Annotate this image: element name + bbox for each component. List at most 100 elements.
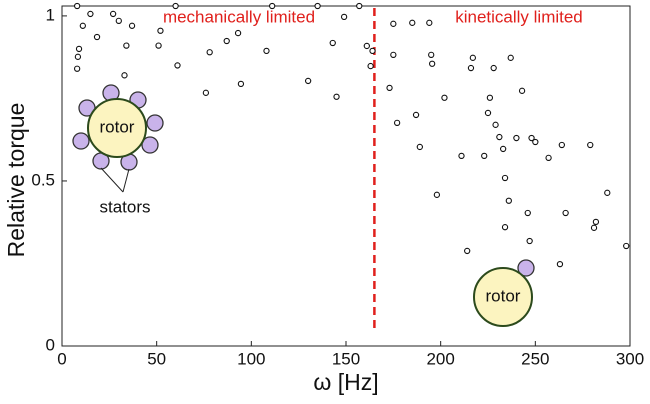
data-point [464,247,471,255]
data-point [490,64,497,72]
data-point [223,37,230,45]
plot-frame [61,5,631,347]
data-point [481,152,488,160]
data-point [206,49,213,56]
x-tick-label: 100 [237,349,265,368]
data-point [340,13,348,21]
x-tick-label: 50 [147,349,166,368]
y-tick-label: 1 [46,5,55,24]
x-tick-label: 250 [521,349,549,368]
data-point [393,119,401,127]
data-point [263,47,270,55]
data-point [526,237,533,245]
data-point [269,2,276,10]
data-point [469,54,477,61]
data-point [556,260,564,268]
rotor [473,267,533,327]
data-point [155,42,162,49]
data-point [484,109,492,117]
data-point [518,87,526,94]
data-point [123,42,130,49]
data-point [428,51,435,59]
data-point [486,94,494,101]
data-point [79,22,86,29]
data-point [545,154,552,161]
rotor-diagram: rotor stators [72,84,164,216]
rotor-label: rotor [100,117,135,136]
data-point [590,224,598,231]
x-tick-label: 200 [426,349,454,368]
stators-label: stators [99,197,150,216]
data-point [87,10,94,18]
data-point [202,89,210,96]
data-point [172,2,179,10]
data-point [426,19,433,26]
data-point [524,209,531,217]
data-point [356,2,363,10]
x-axis-title: ω [Hz] [313,369,378,395]
rotor [87,98,147,158]
data-point [363,42,370,50]
data-point [386,84,393,92]
data-point [441,94,448,101]
data-point [234,29,242,37]
data-point [369,47,376,55]
data-point [157,27,164,34]
data-point [501,224,509,231]
plot-area [61,2,631,347]
x-tick-label: 0 [57,349,66,368]
stator [141,136,159,154]
data-point [75,45,83,53]
x-tick-label: 150 [332,349,360,368]
data-point [174,62,181,69]
y-tick-label: 0 [46,335,55,354]
data-point [458,152,465,160]
pointer [100,167,124,193]
data-point [93,33,101,41]
stator [72,132,90,150]
data-point [390,51,397,59]
data-point [73,65,81,72]
data-point [367,62,374,70]
data-point [333,93,340,100]
data-point [505,197,512,204]
stator [146,114,164,132]
data-point [390,20,397,27]
data-point [592,218,600,226]
data-point [499,145,507,153]
annotation: kinetically limited [455,7,583,26]
rotor-label: rotor [486,286,521,305]
data-point [492,121,499,128]
data-point [304,77,312,85]
data-point [528,134,535,142]
data-point [433,191,441,198]
data-point [329,39,336,47]
data-point [532,138,539,146]
data-point [513,134,520,142]
data-point [496,133,503,141]
data-point [412,111,420,119]
annotation: mechanically limited [163,7,315,26]
data-point [604,189,611,196]
pointer [122,168,130,193]
data-point [587,141,594,149]
stator [517,259,535,277]
data-point [237,80,245,88]
data-point [409,19,416,26]
data-point [428,60,436,67]
data-point [115,17,122,25]
x-tick-label: 300 [616,349,644,368]
data-point [507,54,514,61]
data-point [558,141,565,149]
data-point [74,53,82,60]
data-point [109,10,117,18]
data-point [314,2,321,10]
y-axis-title: Relative torque [3,103,29,258]
data-point [562,209,569,217]
data-point [501,174,509,182]
data-point [467,64,475,72]
rotor-diagram: rotor [473,259,535,327]
data-point [128,22,136,29]
data-point [121,72,128,79]
